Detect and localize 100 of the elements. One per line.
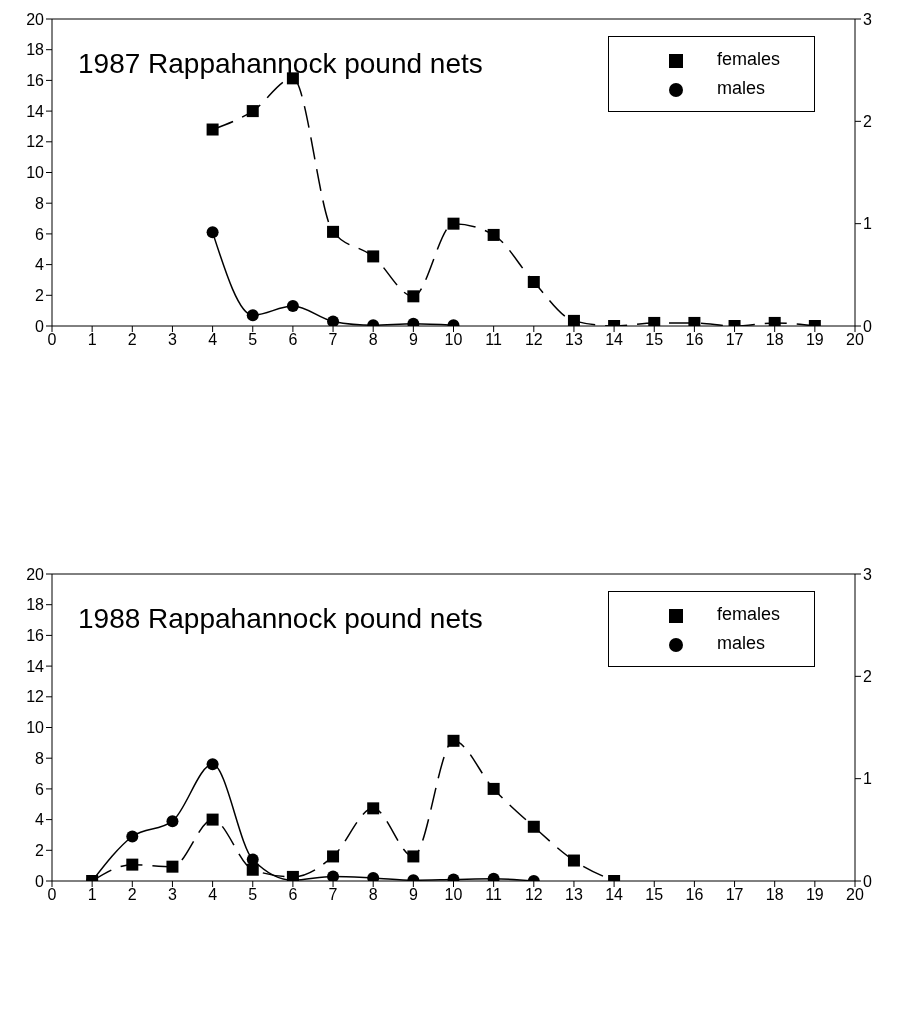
x-tick-label: 1 [87, 886, 97, 904]
point [447, 734, 460, 747]
point [367, 250, 380, 263]
x-tick-label: 15 [645, 331, 664, 349]
point [327, 315, 340, 326]
x-tick-label: 17 [725, 331, 744, 349]
point [246, 863, 259, 876]
point [286, 870, 299, 881]
x-tick-label: 17 [725, 886, 744, 904]
point [206, 123, 219, 136]
x-tick-label: 11 [485, 886, 503, 904]
x-tick-label: 4 [208, 886, 218, 904]
y2-tick-label: 0 [863, 872, 872, 890]
x-tick-label: 18 [765, 886, 784, 904]
x-tick-label: 9 [408, 886, 418, 904]
point [166, 860, 179, 873]
x-tick-label: 2 [127, 331, 137, 349]
x-tick-label: 0 [47, 331, 57, 349]
y2-tick-label: 0 [863, 317, 872, 335]
x-tick-label: 6 [288, 331, 298, 349]
x-tick-label: 8 [368, 331, 378, 349]
x-tick-label: 15 [645, 886, 664, 904]
point [407, 850, 420, 863]
x-tick-label: 19 [805, 886, 824, 904]
x-tick-label: 11 [485, 331, 503, 349]
y-tick-label: 10 [26, 164, 45, 182]
y-tick-label: 20 [26, 565, 45, 583]
y-tick-label: 6 [35, 225, 45, 243]
point [768, 316, 781, 326]
point [447, 217, 460, 230]
text: 1987 Rappahannock pound nets [78, 48, 483, 80]
point [407, 290, 420, 303]
y-tick-label: 4 [35, 256, 45, 274]
y-tick-label: 2 [35, 841, 45, 859]
y-tick-label: 0 [35, 872, 45, 890]
y2-tick-label: 3 [863, 565, 872, 583]
y2-tick-label: 1 [863, 770, 872, 788]
y-tick-label: 16 [26, 72, 45, 90]
x-tick-label: 20 [846, 331, 864, 349]
y-tick-label: 14 [26, 102, 45, 120]
x-tick-label: 3 [168, 886, 177, 904]
point [327, 225, 340, 238]
x-tick-label: 20 [846, 886, 864, 904]
point [487, 782, 500, 795]
x-tick-label: 12 [524, 331, 543, 349]
x-tick-label: 12 [524, 886, 543, 904]
y-tick-label: 18 [26, 41, 45, 59]
x-tick-label: 16 [685, 331, 704, 349]
point [126, 858, 139, 871]
x-tick-label: 13 [565, 886, 583, 904]
point [246, 105, 259, 118]
y-tick-label: 12 [26, 688, 45, 706]
y-tick-label: 2 [35, 286, 45, 304]
y-tick-label: 12 [26, 133, 45, 151]
x-tick-label: 5 [248, 331, 258, 349]
x-tick-label: 1 [87, 331, 97, 349]
x-tick-label: 10 [444, 886, 463, 904]
x-tick-label: 9 [408, 331, 418, 349]
x-tick-label: 14 [605, 331, 624, 349]
legend-label: males [716, 633, 765, 653]
y-tick-label: 4 [35, 811, 45, 829]
x-tick-label: 2 [127, 886, 137, 904]
y-tick-label: 14 [26, 657, 45, 675]
point [206, 813, 219, 826]
x-tick-label: 14 [605, 886, 624, 904]
legend-label: males [716, 78, 765, 98]
y2-tick-label: 1 [863, 215, 872, 233]
y-tick-label: 8 [35, 749, 45, 767]
y-tick-label: 18 [26, 596, 45, 614]
point [527, 276, 540, 288]
point [648, 316, 661, 326]
y-tick-label: 6 [35, 780, 45, 798]
y-tick-label: 8 [35, 194, 45, 212]
point [206, 226, 219, 239]
x-tick-label: 4 [208, 331, 218, 349]
x-tick-label: 10 [444, 331, 463, 349]
text: 1988 Rappahannock pound nets [78, 603, 483, 635]
y2-tick-label: 3 [863, 10, 872, 28]
x-tick-label: 7 [328, 886, 338, 904]
y2-tick-label: 2 [863, 668, 872, 686]
x-tick-label: 18 [765, 331, 784, 349]
y-tick-label: 20 [26, 10, 45, 28]
x-tick-label: 3 [168, 331, 177, 349]
x-tick-label: 6 [288, 886, 298, 904]
x-tick-label: 16 [685, 886, 704, 904]
x-tick-label: 7 [328, 331, 338, 349]
point [487, 228, 500, 241]
x-tick-label: 19 [805, 331, 824, 349]
y-tick-label: 16 [26, 627, 45, 645]
x-tick-label: 13 [565, 331, 583, 349]
point [688, 316, 701, 326]
point [567, 314, 580, 326]
point [567, 854, 580, 867]
point [527, 820, 540, 833]
legend-label: females [716, 49, 780, 69]
legend-label: females [716, 604, 780, 624]
x-tick-label: 5 [248, 886, 258, 904]
x-tick-label: 8 [368, 886, 378, 904]
x-tick-label: 0 [47, 886, 57, 904]
y2-tick-label: 2 [863, 113, 872, 131]
